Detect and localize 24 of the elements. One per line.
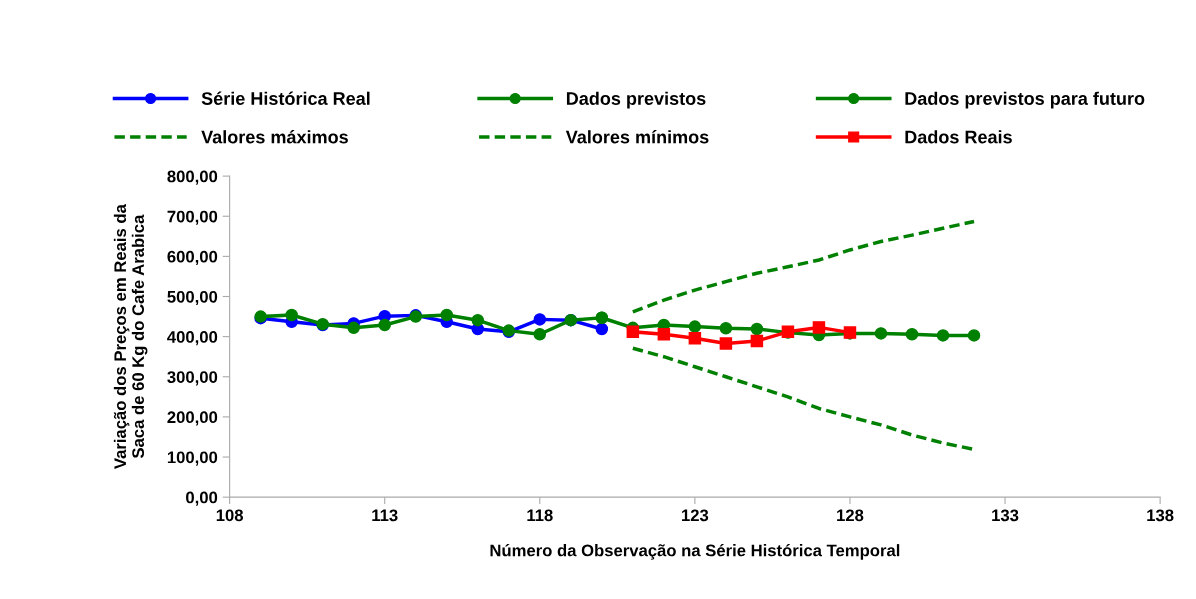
- legend-label: Série Histórica Real: [201, 91, 370, 105]
- y-axis-title: Variação dos Preços em Reais da Saca de 60 Kg do Cafe Arabica: [113, 204, 148, 469]
- y-tick-label: 300,00: [167, 371, 218, 386]
- y-tick-label: 600,00: [167, 250, 218, 265]
- y-tick-label: 400,00: [167, 331, 218, 346]
- x-tick-label: 138: [1147, 509, 1174, 522]
- y-tick-label: 500,00: [167, 290, 218, 306]
- legend-label: Dados previstos: [566, 91, 706, 109]
- x-tick-label: 108: [216, 509, 244, 522]
- legend-label: Valores mínimos: [565, 130, 709, 144]
- x-tick-label: 133: [992, 509, 1019, 522]
- legend-label: Dados Reais: [905, 130, 1012, 144]
- x-tick-label: 128: [837, 509, 864, 522]
- x-tick-label: 123: [682, 509, 709, 522]
- y-tick-label: 700,00: [167, 210, 218, 225]
- legend-label: Dados previstos para futuro: [905, 91, 1145, 109]
- y-tick-label: 800,00: [167, 170, 218, 185]
- x-tick-label: 118: [527, 509, 553, 522]
- y-tick-label: 100,00: [167, 451, 218, 466]
- x-axis-title: Número da Observação na Série Histórica Temporal: [490, 543, 900, 560]
- x-tick-label: 113: [372, 509, 398, 522]
- legend-label: Valores máximos: [201, 130, 348, 144]
- y-tick-label: 200,00: [167, 411, 218, 426]
- y-tick-label: 0,00: [186, 491, 218, 506]
